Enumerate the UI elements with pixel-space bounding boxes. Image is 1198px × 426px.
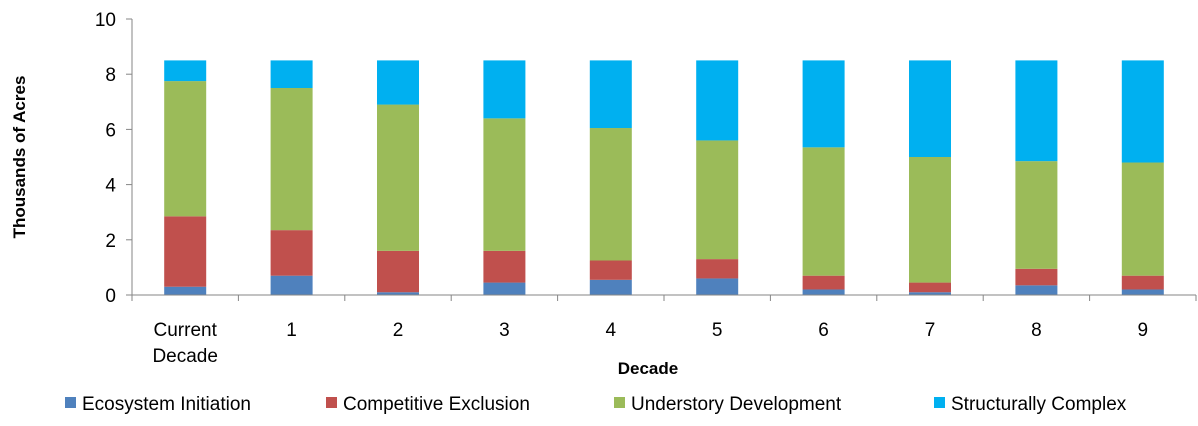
bars-layer [164,60,1164,295]
bar-segment [377,292,419,295]
x-tick-label: Current Decade [152,320,218,367]
x-tick-label: 7 [925,320,936,341]
bar-segment [1015,161,1058,269]
bar-segment [377,104,419,251]
legend-swatch [65,397,76,408]
x-tick-label: 4 [606,320,617,341]
x-axis-title: Decade [618,359,678,378]
bar-segment [909,60,951,157]
x-tick-label: 8 [1031,320,1042,341]
x-tick-label: 9 [1138,320,1149,341]
bar-segment [270,230,313,276]
labels-layer: 0 2 4 6 8 10 Current Decade 1 2 3 4 5 6 7 8 9 [95,10,1148,367]
bar-segment [1121,60,1164,163]
bar-segment [696,60,739,141]
bar-segment [270,60,313,88]
bar-segment [802,60,845,148]
bar-segment [802,147,845,276]
legend-label: Ecosystem Initiation [82,394,251,415]
bar-segment [589,60,632,129]
bar-segment [1015,285,1058,295]
x-tick-label: 1 [286,320,297,341]
bar-segment [483,118,526,251]
bar-segment [164,216,207,287]
y-tick-label: 2 [105,231,116,252]
bar-segment [483,60,526,119]
bar-segment [164,60,207,82]
bar-segment [377,60,419,105]
bar-segment [589,279,632,295]
bar-segment [483,282,526,295]
legend: Ecosystem Initiation Competitive Exclusio… [65,394,1127,415]
bar-segment [1121,289,1164,295]
x-tick-label: 2 [393,320,404,341]
legend-label: Understory Development [631,394,842,415]
bar-segment [909,292,951,295]
y-axis-title: Thousands of Acres [10,76,29,239]
bar-segment [270,275,313,295]
y-tick-label: 6 [105,120,116,141]
legend-swatch [326,397,337,408]
bar-segment [1121,275,1164,290]
bar-segment [802,275,845,290]
bar-segment [483,250,526,283]
legend-label: Competitive Exclusion [343,394,530,415]
bar-segment [270,88,313,231]
bar-segment [696,278,739,295]
legend-label: Structurally Complex [951,394,1127,415]
y-tick-label: 4 [105,176,116,197]
legend-swatch [934,397,945,408]
bar-segment [1015,60,1058,162]
y-tick-label: 10 [95,10,116,31]
bar-segment [696,140,739,260]
legend-swatch [614,397,625,408]
x-tick-label: 3 [499,320,510,341]
bar-segment [377,250,419,293]
bar-segment [1015,268,1058,286]
axes-layer [126,18,1197,301]
bar-segment [164,81,207,217]
y-tick-label: 0 [105,286,116,307]
bar-segment [1121,162,1164,276]
bar-segment [909,157,951,283]
bar-segment [589,260,632,280]
bar-segment [589,128,632,261]
bar-segment [164,286,207,295]
x-tick-label: 5 [712,320,723,341]
x-tick-label: 6 [818,320,829,341]
bar-segment [696,259,739,279]
y-tick-label: 8 [105,65,116,86]
bar-segment [909,282,951,293]
bar-segment [802,289,845,295]
